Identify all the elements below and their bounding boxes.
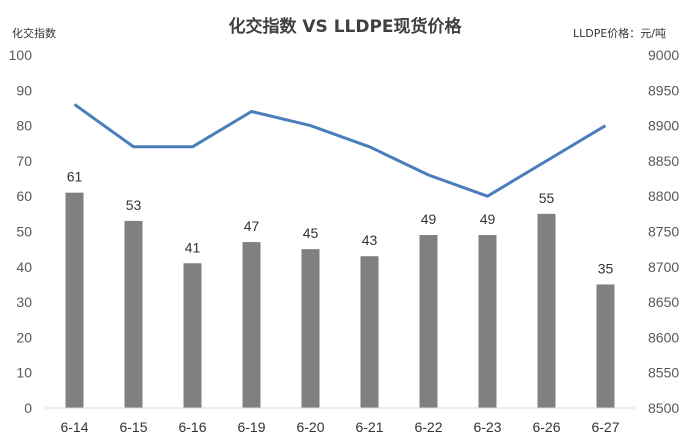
bar-data-label: 53 xyxy=(126,197,142,213)
left-tick-label: 10 xyxy=(16,365,32,381)
left-axis-label: 化交指数 xyxy=(12,26,56,40)
left-tick-label: 90 xyxy=(16,82,32,98)
x-tick-label: 6-22 xyxy=(414,419,442,435)
bar-data-label: 49 xyxy=(421,211,437,227)
right-tick-label: 8800 xyxy=(648,188,679,204)
bar-data-label: 47 xyxy=(244,218,260,234)
price-line xyxy=(73,103,607,198)
bar-data-label: 55 xyxy=(539,190,555,206)
left-axis: 0 10 20 30 40 50 60 70 80 90 100 xyxy=(9,47,33,416)
left-tick-label: 20 xyxy=(16,329,32,345)
right-tick-label: 8650 xyxy=(648,294,679,310)
bar xyxy=(419,235,438,408)
right-axis-label: LLDPE价格：元/吨 xyxy=(573,26,666,40)
left-tick-label: 0 xyxy=(24,400,32,416)
bar xyxy=(596,284,615,408)
x-axis-ticks: 6-14 6-15 6-16 6-19 6-20 6-21 6-22 6-23 6-26 6-27 xyxy=(60,419,619,435)
bar-series xyxy=(65,192,615,408)
right-tick-label: 8500 xyxy=(648,400,679,416)
left-tick-label: 70 xyxy=(16,153,32,169)
right-tick-label: 8700 xyxy=(648,259,679,275)
x-tick-label: 6-15 xyxy=(119,419,147,435)
bar xyxy=(124,220,143,408)
left-tick-label: 60 xyxy=(16,188,32,204)
right-tick-label: 8950 xyxy=(648,82,679,98)
right-tick-label: 8550 xyxy=(648,365,679,381)
right-axis: 8500 8550 8600 8650 8700 8750 8800 8850 8900 8950… xyxy=(648,47,679,416)
bar xyxy=(242,242,261,408)
bar xyxy=(301,249,320,408)
bar-data-label: 49 xyxy=(480,211,496,227)
bar-data-label: 43 xyxy=(362,232,378,248)
bar-data-label: 41 xyxy=(185,239,201,255)
chart-title: 化交指数 VS LLDPE现货价格 xyxy=(228,16,462,37)
x-tick-label: 6-20 xyxy=(296,419,324,435)
bar-data-label: 45 xyxy=(303,225,319,241)
right-tick-label: 8600 xyxy=(648,329,679,345)
left-tick-label: 30 xyxy=(16,294,32,310)
x-tick-label: 6-19 xyxy=(237,419,265,435)
bar xyxy=(478,235,497,408)
bar-data-label: 61 xyxy=(67,169,83,185)
x-tick-label: 6-16 xyxy=(178,419,206,435)
left-tick-label: 50 xyxy=(16,224,32,240)
bar xyxy=(65,192,84,408)
bar-data-label: 35 xyxy=(598,260,614,276)
x-tick-label: 6-26 xyxy=(532,419,560,435)
bar xyxy=(183,263,202,408)
right-tick-label: 8850 xyxy=(648,153,679,169)
right-tick-label: 8750 xyxy=(648,224,679,240)
x-tick-label: 6-23 xyxy=(473,419,501,435)
right-tick-label: 8900 xyxy=(648,118,679,134)
right-tick-label: 9000 xyxy=(648,47,679,63)
left-tick-label: 40 xyxy=(16,259,32,275)
bar-data-labels: 61 53 41 47 45 43 49 49 55 35 xyxy=(67,169,614,277)
x-tick-label: 6-21 xyxy=(355,419,383,435)
x-tick-label: 6-27 xyxy=(591,419,619,435)
left-tick-label: 80 xyxy=(16,118,32,134)
x-tick-label: 6-14 xyxy=(60,419,88,435)
bar xyxy=(360,256,379,408)
bar xyxy=(537,213,556,408)
left-tick-label: 100 xyxy=(9,47,33,63)
